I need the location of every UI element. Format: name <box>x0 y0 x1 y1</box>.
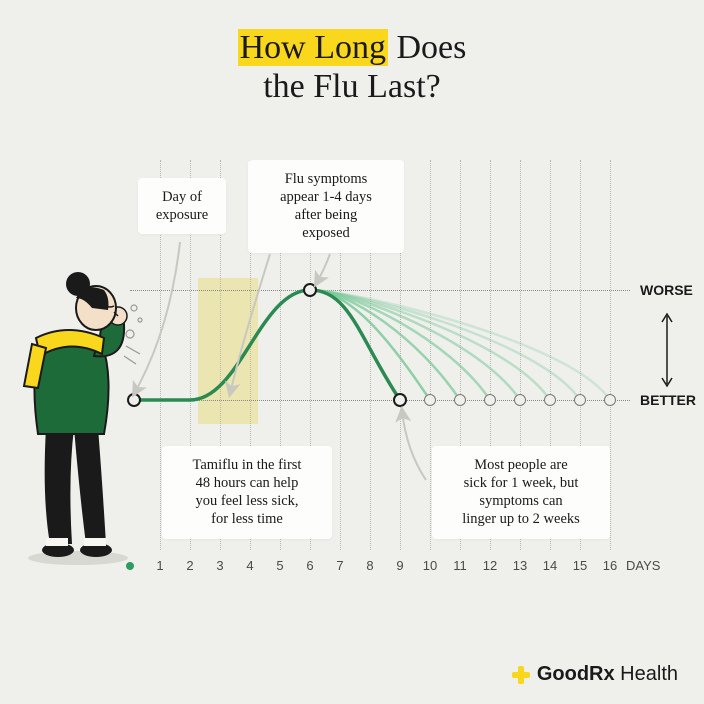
brand-logo: GoodRx Health <box>511 663 678 686</box>
main-end-dot <box>393 393 407 407</box>
worse-label: WORSE <box>640 282 693 298</box>
callout-symptoms: Flu symptomsappear 1-4 daysafter beingex… <box>248 160 404 253</box>
brand-cross-icon <box>511 665 531 685</box>
brand-bold: GoodRx <box>537 663 615 685</box>
title-line1: How Long Does <box>238 29 467 66</box>
title-line2: the Flu Last? <box>263 68 441 105</box>
callout-duration: Most people aresick for 1 week, butsympt… <box>432 446 610 539</box>
callout-exposure: Day ofexposure <box>138 178 226 234</box>
better-label: BETTER <box>640 392 696 408</box>
page-title: How Long Does the Flu Last? <box>0 0 704 106</box>
callout-tamiflu: Tamiflu in the first48 hours can helpyou… <box>162 446 332 539</box>
peak-dot <box>303 283 317 297</box>
chart: WORSE BETTER 12345678910111213141516 DAY… <box>130 150 630 580</box>
worse-better-arrow <box>660 310 674 390</box>
title-highlight: How Long <box>238 29 388 66</box>
days-axis-label: DAYS <box>626 558 660 573</box>
brand-thin: Health <box>615 663 678 685</box>
sick-person-illustration <box>6 268 146 568</box>
